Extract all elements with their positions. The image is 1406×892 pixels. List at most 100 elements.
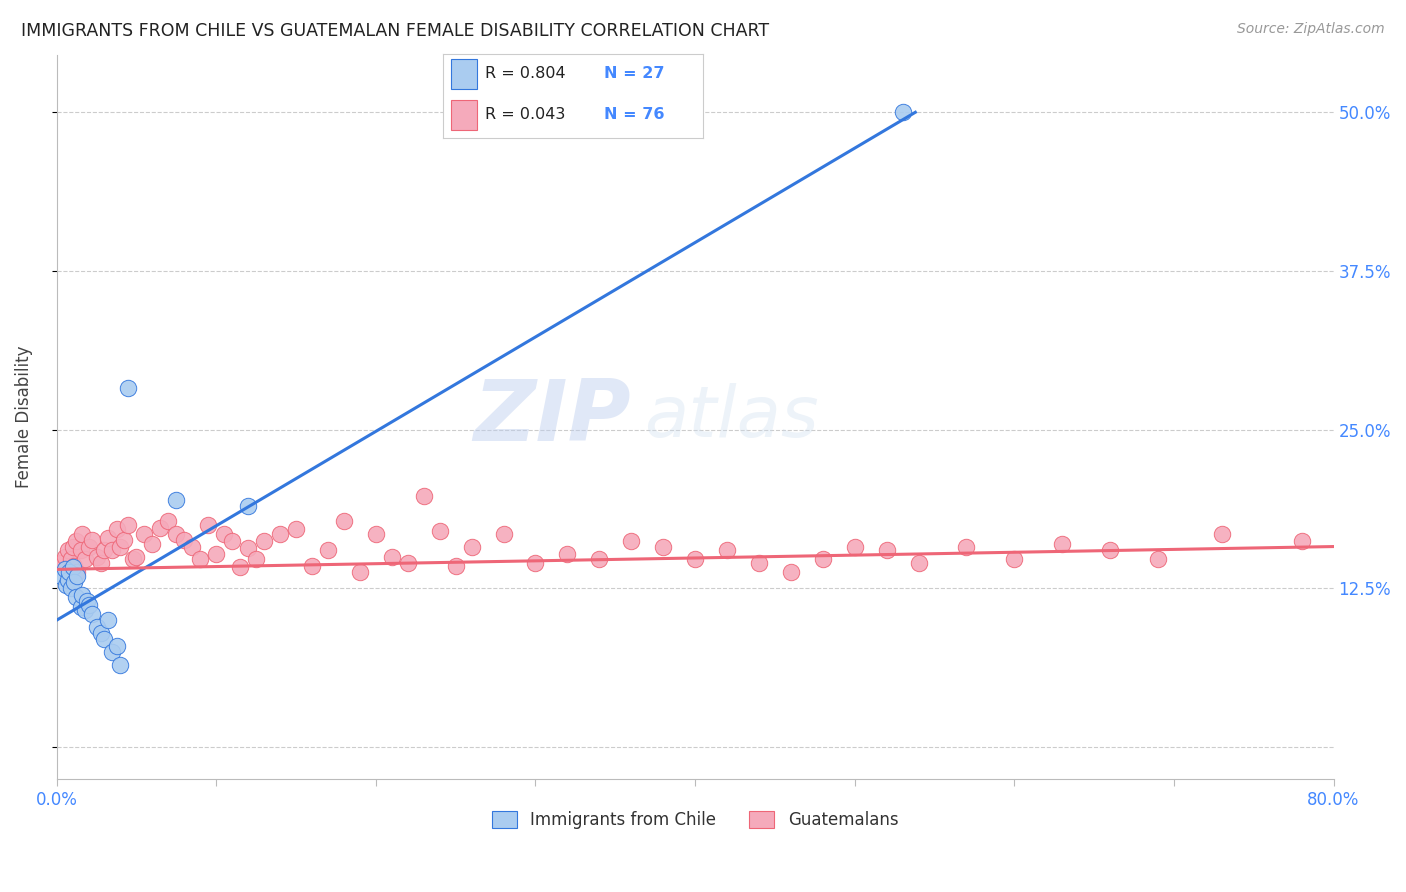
Point xyxy=(105,522,128,536)
Point xyxy=(62,540,84,554)
Point xyxy=(221,534,243,549)
Point xyxy=(51,568,73,582)
Point xyxy=(1291,534,1313,549)
Point xyxy=(364,526,387,541)
Point xyxy=(141,537,163,551)
Point xyxy=(112,533,135,548)
Point xyxy=(1099,543,1122,558)
Bar xyxy=(451,100,477,130)
Point xyxy=(59,582,82,596)
Point xyxy=(59,552,82,566)
Point xyxy=(97,613,120,627)
Point xyxy=(90,626,112,640)
Point xyxy=(412,489,434,503)
Point xyxy=(333,514,356,528)
Point xyxy=(55,577,77,591)
Point xyxy=(245,552,267,566)
Point xyxy=(77,540,100,554)
Point xyxy=(80,607,103,621)
Point xyxy=(66,565,89,579)
Point xyxy=(97,531,120,545)
Point xyxy=(117,518,139,533)
Point xyxy=(134,526,156,541)
Point xyxy=(157,514,180,528)
Text: R = 0.043: R = 0.043 xyxy=(485,107,565,122)
Point xyxy=(56,573,79,587)
Text: N = 76: N = 76 xyxy=(605,107,665,122)
Point xyxy=(811,552,834,566)
Point xyxy=(229,559,252,574)
Point xyxy=(53,549,76,564)
Point xyxy=(620,534,643,549)
Point xyxy=(907,556,929,570)
Point xyxy=(396,556,419,570)
Point xyxy=(93,632,115,647)
Point xyxy=(301,558,323,573)
Point xyxy=(173,533,195,548)
Point xyxy=(66,568,89,582)
Point xyxy=(56,543,79,558)
Point xyxy=(70,526,93,541)
Point xyxy=(53,562,76,576)
Point xyxy=(63,575,86,590)
Point xyxy=(86,549,108,564)
Text: IMMIGRANTS FROM CHILE VS GUATEMALAN FEMALE DISABILITY CORRELATION CHART: IMMIGRANTS FROM CHILE VS GUATEMALAN FEMA… xyxy=(21,22,769,40)
Point xyxy=(58,568,80,582)
Point xyxy=(557,547,579,561)
Point xyxy=(492,526,515,541)
Point xyxy=(876,543,898,558)
Text: R = 0.804: R = 0.804 xyxy=(485,66,565,81)
Point xyxy=(444,558,467,573)
Point xyxy=(80,533,103,548)
Point xyxy=(63,558,86,573)
Point xyxy=(75,603,97,617)
Point xyxy=(105,639,128,653)
Point xyxy=(1211,526,1233,541)
Point xyxy=(101,543,124,558)
Point xyxy=(149,520,172,534)
Point xyxy=(316,543,339,558)
Point xyxy=(588,552,610,566)
Point xyxy=(110,540,132,554)
Point xyxy=(76,594,98,608)
Point xyxy=(381,549,404,564)
Point xyxy=(90,556,112,570)
Point xyxy=(110,657,132,672)
Point xyxy=(779,565,801,579)
Point xyxy=(70,588,93,602)
Point xyxy=(460,540,482,554)
Point xyxy=(51,556,73,570)
Point xyxy=(165,492,187,507)
Text: ZIP: ZIP xyxy=(474,376,631,458)
Point xyxy=(253,534,276,549)
Point xyxy=(55,562,77,576)
Text: atlas: atlas xyxy=(644,383,818,451)
Point xyxy=(75,552,97,566)
Point xyxy=(683,552,706,566)
Text: N = 27: N = 27 xyxy=(605,66,665,81)
Point xyxy=(58,565,80,579)
Legend: Immigrants from Chile, Guatemalans: Immigrants from Chile, Guatemalans xyxy=(485,805,905,836)
Point xyxy=(125,549,148,564)
Point xyxy=(652,540,675,554)
Point xyxy=(429,524,451,539)
Point xyxy=(101,645,124,659)
Point xyxy=(188,552,211,566)
Point xyxy=(165,526,187,541)
Point xyxy=(77,598,100,612)
Point xyxy=(844,540,866,554)
Point xyxy=(69,543,91,558)
Point xyxy=(86,619,108,633)
Point xyxy=(269,526,291,541)
Point xyxy=(205,547,228,561)
Point xyxy=(122,552,145,566)
Point xyxy=(748,556,770,570)
Point xyxy=(1002,552,1025,566)
Point xyxy=(349,565,371,579)
Point xyxy=(117,381,139,395)
Point xyxy=(236,541,259,555)
Point xyxy=(62,559,84,574)
Text: Source: ZipAtlas.com: Source: ZipAtlas.com xyxy=(1237,22,1385,37)
Bar xyxy=(451,60,477,89)
Point xyxy=(955,540,977,554)
